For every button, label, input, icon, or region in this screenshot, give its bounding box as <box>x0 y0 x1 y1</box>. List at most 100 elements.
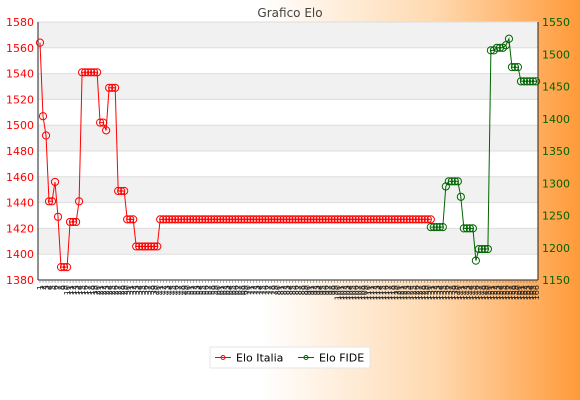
point-elo-italia <box>189 215 198 224</box>
point-elo-italia <box>156 215 165 224</box>
point-elo-italia <box>279 215 288 224</box>
point-elo-fide <box>444 177 453 186</box>
point-elo-fide <box>456 192 465 201</box>
point-elo-italia <box>246 215 255 224</box>
left-tick-label: 1400 <box>6 248 34 261</box>
point-elo-italia <box>384 215 393 224</box>
point-elo-italia <box>249 215 258 224</box>
legend-label-elo-italia: Elo Italia <box>236 352 283 365</box>
x-tick-label: 101 <box>337 285 346 300</box>
point-elo-italia <box>177 215 186 224</box>
x-tick-label: 159 <box>511 285 520 300</box>
right-tick-label: 1250 <box>542 210 570 223</box>
x-tick-label: 114 <box>376 285 385 300</box>
point-elo-italia <box>213 215 222 224</box>
point-elo-italia <box>168 215 177 224</box>
x-tick-label: 103 <box>343 285 352 300</box>
point-elo-fide <box>492 43 502 52</box>
left-tick-label: 1380 <box>6 274 34 287</box>
x-tick-label: 106 <box>352 285 361 300</box>
x-tick-label: 74 <box>255 285 264 295</box>
x-tick-label: 117 <box>385 285 394 300</box>
point-elo-italia <box>141 242 150 251</box>
point-elo-italia <box>318 215 327 224</box>
point-elo-fide <box>477 244 486 254</box>
x-tick-label: 78 <box>267 285 276 295</box>
x-tick-label: 10 <box>63 285 72 295</box>
x-tick-label: 23 <box>102 285 111 295</box>
point-elo-italia <box>108 83 117 92</box>
left-tick-label: 1460 <box>6 171 34 184</box>
point-elo-italia <box>252 215 261 224</box>
x-tick-label: 39 <box>150 285 159 295</box>
x-tick-label: 33 <box>132 285 141 295</box>
point-elo-italia <box>297 215 306 224</box>
point-elo-fide <box>432 223 441 232</box>
point-elo-italia <box>360 215 369 224</box>
point-elo-fide <box>447 177 456 186</box>
x-tick-label: 32 <box>129 285 138 295</box>
x-tick-label: 2 <box>39 285 48 290</box>
x-tick-label: 132 <box>430 285 439 300</box>
x-tick-label: 137 <box>445 285 454 300</box>
point-elo-italia <box>132 242 141 251</box>
x-tick-label: 21 <box>96 285 105 295</box>
x-tick-label: 125 <box>409 285 418 300</box>
right-tick-label: 1500 <box>542 48 570 61</box>
point-elo-fide <box>519 77 529 86</box>
point-elo-italia <box>270 215 279 224</box>
x-tick-label: 87 <box>295 285 304 295</box>
right-tick-label: 1350 <box>542 145 570 158</box>
x-tick-label: 119 <box>391 285 400 300</box>
point-elo-italia <box>210 215 219 224</box>
left-tick-label: 1500 <box>6 119 34 132</box>
x-tick-label: 149 <box>481 285 490 300</box>
series-points <box>35 34 541 272</box>
x-tick-label: 145 <box>469 285 478 300</box>
x-tick-label: 105 <box>349 285 358 300</box>
x-tick-label: 118 <box>388 285 397 300</box>
point-elo-italia <box>396 215 405 224</box>
point-elo-italia <box>74 197 84 206</box>
point-elo-italia <box>123 215 132 224</box>
point-elo-fide <box>468 224 477 233</box>
x-tick-label: 86 <box>292 285 301 295</box>
point-elo-italia <box>129 215 138 224</box>
x-tick-label: 110 <box>364 285 373 300</box>
x-tick-label: 120 <box>394 285 403 300</box>
chart-title: Grafico Elo <box>257 6 322 20</box>
x-tick-label: 60 <box>213 285 222 295</box>
x-tick-label: 65 <box>228 285 237 295</box>
x-tick-label: 37 <box>144 285 153 295</box>
left-tick-label: 1520 <box>6 93 34 106</box>
x-tick-label: 66 <box>231 285 240 295</box>
left-tick-label: 1580 <box>6 16 34 29</box>
x-tick-label: 52 <box>189 285 198 295</box>
x-tick-label: 115 <box>379 285 388 300</box>
x-tick-label: 141 <box>457 285 466 300</box>
x-tick-label: 113 <box>373 285 382 300</box>
point-elo-fide <box>510 63 520 72</box>
point-elo-fide <box>480 244 489 254</box>
point-elo-italia <box>309 215 318 224</box>
point-elo-italia <box>348 215 357 224</box>
point-elo-italia <box>372 215 381 224</box>
x-tick-label: 95 <box>319 285 328 295</box>
x-tick-label: 59 <box>210 285 219 295</box>
x-tick-label: 64 <box>225 285 234 295</box>
point-elo-fide <box>453 177 462 186</box>
x-tick-label: 166 <box>532 285 541 300</box>
grid-band <box>38 99 538 126</box>
legend-marker-elo-fide <box>303 355 309 360</box>
point-elo-italia <box>393 215 402 224</box>
x-tick-label: 71 <box>246 285 255 295</box>
point-elo-italia <box>315 215 324 224</box>
x-tick-label: 67 <box>234 285 243 295</box>
x-tick-label: 93 <box>313 285 322 295</box>
point-elo-italia <box>387 215 396 224</box>
x-tick-label: 38 <box>147 285 156 295</box>
x-tick-label: 9 <box>60 285 69 290</box>
x-tick-label: 92 <box>310 285 319 295</box>
point-elo-fide <box>507 63 517 72</box>
point-elo-fide <box>465 224 474 233</box>
